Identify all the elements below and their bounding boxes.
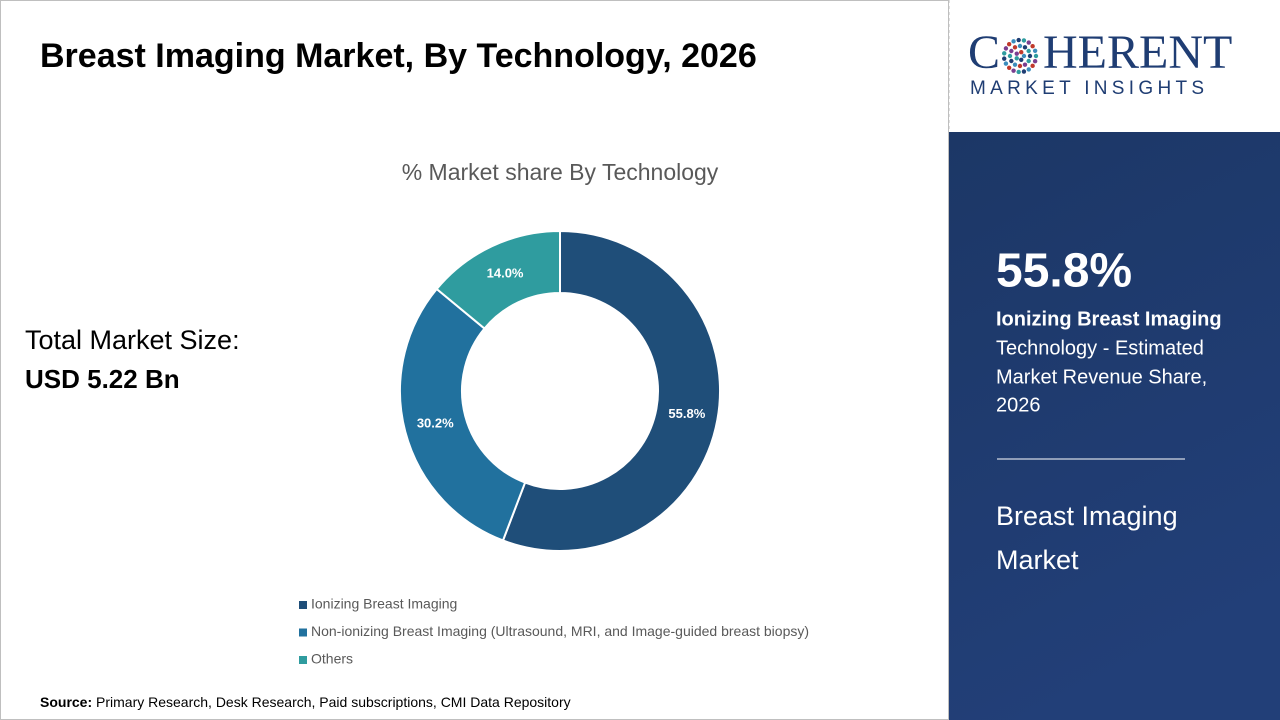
logo-dot [1021, 69, 1027, 74]
source: Source: Primary Research, Desk Research,… [40, 694, 571, 710]
logo-mark [1002, 37, 1039, 75]
logo-left: C [968, 26, 1000, 79]
logo-dot [1002, 56, 1007, 61]
logo-dot [1002, 51, 1007, 56]
data-label: 14.0% [487, 266, 524, 281]
logo-dot [1022, 62, 1028, 67]
logo-dot [1033, 53, 1039, 59]
chart-title: % Market share By Technology [402, 159, 719, 185]
legend-label: Others [311, 651, 353, 667]
logo-dot [1016, 69, 1021, 75]
data-label: 30.2% [417, 415, 454, 430]
legend-label: Non-ionizing Breast Imaging (Ultrasound,… [311, 623, 809, 639]
segment: Ionizing Breast Imaging [996, 308, 1222, 330]
market-name: Breast Imaging [996, 501, 1178, 531]
logo-dot [1026, 67, 1031, 72]
logo-dot [1003, 46, 1009, 51]
logo-dot [1007, 53, 1013, 59]
logo-dot [1022, 45, 1028, 50]
logo-dot [1019, 57, 1024, 63]
logo-dot [1009, 58, 1014, 64]
logo-tagline: MARKET INSIGHTS [970, 78, 1208, 99]
logo-dot [1027, 53, 1033, 59]
logo-dot [1006, 42, 1012, 47]
logo-dot [1011, 68, 1016, 73]
logo-right: HERENT [1043, 26, 1232, 79]
logo-dot [1026, 40, 1031, 45]
logo-dot [1021, 38, 1027, 43]
legend-label: Ionizing Breast Imaging [311, 596, 457, 612]
logo-dot [1019, 49, 1024, 55]
logo-dot [1032, 58, 1038, 64]
logo-dot [1011, 39, 1016, 44]
logo-dot [1014, 56, 1019, 61]
source-text: Primary Research, Desk Research, Paid su… [96, 694, 571, 710]
logo-dot [1009, 48, 1014, 54]
logo-dot [1012, 62, 1018, 67]
side-panel [949, 132, 1280, 720]
logo-dot [1006, 65, 1012, 70]
header-title: Breast Imaging Market, By Technology, 20… [40, 37, 757, 75]
legend-swatch [299, 601, 307, 609]
description: Technology - Estimated [996, 337, 1204, 359]
legend-swatch [299, 656, 307, 664]
logo-dot [1016, 37, 1021, 43]
logo-dot [1026, 58, 1031, 64]
donut-slice [399, 287, 527, 542]
logo-dot [1017, 43, 1023, 49]
logo-dot [1030, 63, 1035, 69]
logo-dot [1014, 51, 1019, 56]
description: 2026 [996, 394, 1041, 416]
logo-dot [1021, 53, 1027, 59]
logo-dot [1032, 48, 1038, 54]
logo-dot [1030, 43, 1035, 49]
logo-dot [1003, 61, 1009, 66]
total-label: Total Market Size: [25, 325, 240, 355]
total-value: USD 5.22 Bn [25, 364, 180, 394]
market-name: Market [996, 545, 1079, 575]
logo-dot [1026, 48, 1031, 54]
data-label: 55.8% [668, 406, 705, 421]
donut-slice [501, 229, 721, 552]
highlight: 55.8% [996, 245, 1132, 298]
source-label: Source: [40, 694, 92, 710]
logo-dot [1012, 45, 1018, 50]
legend-swatch [299, 628, 307, 637]
donut-slice [435, 229, 561, 330]
logo-dot [1017, 63, 1023, 69]
description: Market Revenue Share, [996, 366, 1207, 388]
